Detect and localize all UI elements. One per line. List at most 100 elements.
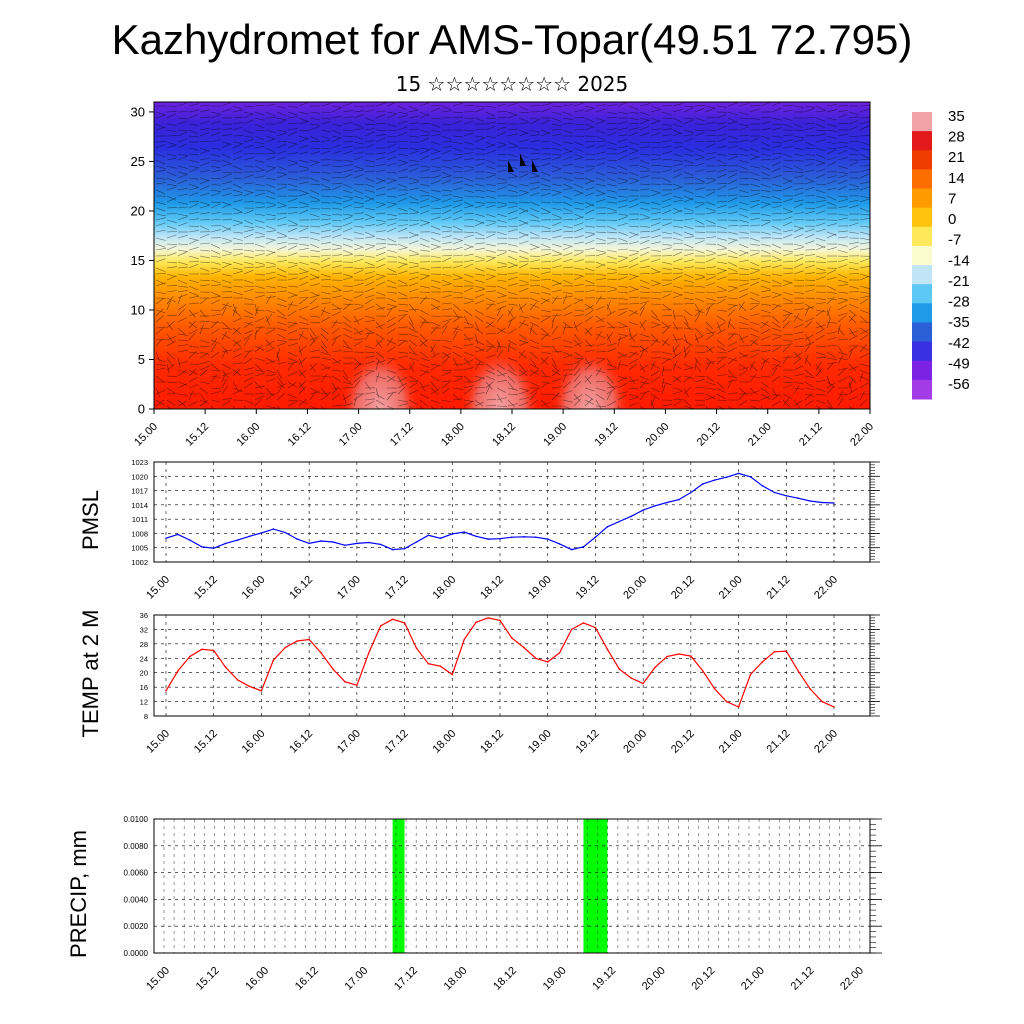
wind-barb — [584, 145, 595, 149]
wind-barb — [177, 165, 188, 169]
wind-barb — [738, 213, 749, 218]
wind-barb — [859, 248, 870, 251]
wind-barb — [529, 243, 540, 248]
wind-barb — [716, 146, 727, 149]
wind-barb — [265, 152, 276, 155]
wind-barb — [727, 219, 739, 222]
wind-barb — [804, 264, 815, 269]
wind-barb — [529, 363, 539, 370]
wind-barb — [529, 192, 540, 197]
wind-barb — [584, 126, 595, 131]
wind-barb — [782, 185, 793, 191]
wind-barb — [749, 327, 760, 333]
wind-barb — [188, 376, 198, 383]
wind-barb — [320, 257, 331, 263]
y-tick-label: 0.0080 — [124, 842, 149, 851]
wind-barb — [452, 254, 463, 257]
wind-barb — [375, 222, 386, 227]
wind-barb — [276, 309, 286, 317]
wind-barb — [364, 117, 375, 122]
wind-barb — [782, 249, 793, 253]
wind-barb — [485, 204, 496, 209]
wind-barb — [694, 297, 705, 303]
wind-barb — [738, 207, 749, 211]
wind-barb — [518, 390, 529, 395]
wind-barb — [507, 146, 518, 149]
wind-barb — [562, 304, 572, 311]
wind-barb — [672, 275, 683, 281]
wind-barb — [716, 339, 726, 347]
wind-barb — [287, 177, 298, 181]
wind-barb — [815, 183, 827, 186]
wind-barb — [595, 225, 607, 228]
wind-barb — [441, 189, 452, 192]
wind-barb — [716, 290, 727, 293]
wind-barb — [397, 255, 408, 261]
wind-barb — [716, 322, 726, 329]
wind-barb — [804, 169, 815, 173]
wind-barb — [342, 213, 353, 216]
wind-barb — [331, 369, 342, 372]
wind-barb — [837, 249, 848, 254]
wind-barb — [177, 117, 188, 120]
wind-barb — [309, 237, 320, 241]
wind-barb — [804, 159, 816, 161]
wind-barb — [419, 243, 430, 248]
wind-barb — [441, 387, 451, 395]
wind-barb — [287, 105, 298, 108]
wind-barb — [705, 143, 716, 149]
x-tick-label: 17.12 — [383, 728, 411, 756]
wind-barb — [749, 373, 757, 383]
wind-barb — [771, 243, 782, 249]
wind-barb — [320, 213, 331, 216]
wind-barb — [551, 189, 562, 193]
wind-barb — [177, 129, 189, 132]
temp-data-point — [189, 655, 191, 658]
wind-barb — [199, 365, 210, 371]
wind-barb — [221, 345, 229, 355]
wind-barb — [364, 159, 375, 163]
wind-barb — [177, 138, 188, 143]
wind-barb — [617, 149, 628, 155]
wind-barb — [540, 129, 551, 134]
wind-barb — [683, 195, 694, 201]
wind-barb — [694, 360, 698, 371]
wind-barb — [287, 401, 298, 407]
wind-barb — [408, 288, 419, 293]
x-tick-label: 18.00 — [430, 728, 458, 756]
wind-barb — [771, 205, 782, 209]
wind-barb — [320, 387, 328, 396]
wind-barb — [661, 222, 672, 227]
wind-barb — [705, 393, 715, 400]
wind-barb — [221, 333, 231, 339]
wind-barb — [760, 221, 771, 227]
wind-barb — [166, 363, 176, 371]
wind-barb — [859, 213, 870, 216]
wind-barb — [430, 297, 441, 303]
wind-barb — [705, 249, 716, 254]
wind-barb — [386, 249, 397, 253]
wind-barb — [375, 360, 380, 371]
wind-barb — [749, 217, 760, 221]
wind-barb — [617, 291, 629, 294]
wind-barb — [441, 225, 452, 229]
wind-barb — [507, 345, 518, 351]
wind-barb — [496, 249, 507, 252]
wind-barb — [507, 217, 518, 221]
wind-barb — [672, 352, 682, 359]
wind-barb — [595, 213, 607, 215]
wind-barb — [364, 345, 375, 350]
wind-barb — [518, 303, 527, 311]
wind-barb — [507, 342, 511, 353]
wind-barb — [386, 307, 393, 317]
x-tick-label: 18.12 — [490, 421, 518, 449]
wind-barb — [727, 297, 739, 299]
wind-barb — [683, 105, 695, 108]
wind-barb — [826, 309, 831, 320]
wind-barb — [705, 107, 716, 113]
wind-barb — [474, 401, 485, 407]
wind-barb — [815, 204, 826, 209]
wind-barb — [672, 294, 683, 299]
wind-barb — [617, 353, 628, 359]
